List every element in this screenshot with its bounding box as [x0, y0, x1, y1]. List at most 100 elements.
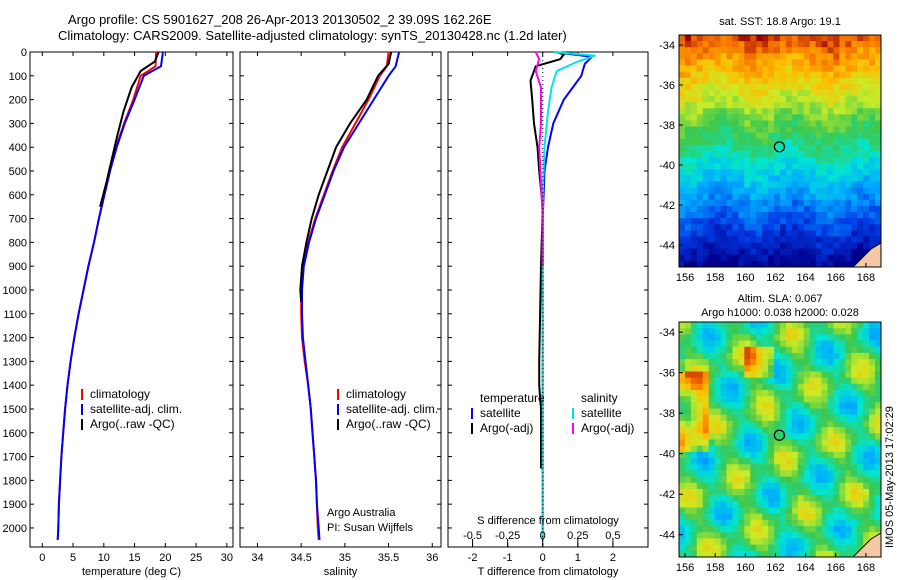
heatmap-cell	[708, 532, 716, 539]
heatmap-cell	[791, 464, 799, 471]
heatmap-cell	[803, 242, 811, 250]
heatmap-cell	[702, 212, 710, 219]
heatmap-cell	[803, 538, 811, 546]
heatmap-cell	[732, 482, 739, 490]
heatmap-cell	[780, 464, 787, 471]
y-tick-label: -34	[659, 327, 675, 339]
heatmap-cell	[774, 322, 781, 329]
heatmap-cell	[845, 439, 852, 447]
heatmap-cell	[750, 371, 757, 379]
heatmap-cell	[690, 212, 698, 219]
heatmap-cell	[732, 538, 739, 546]
heatmap-cell	[762, 35, 769, 42]
heatmap-cell	[690, 224, 698, 231]
heatmap-cell	[750, 35, 757, 42]
heatmap-cell	[714, 402, 721, 409]
heatmap-cell	[869, 445, 876, 453]
heatmap-cell	[869, 519, 876, 527]
heatmap-cell	[744, 488, 751, 496]
heatmap-cell	[714, 550, 721, 558]
heatmap-cell	[869, 470, 876, 477]
heatmap-cell	[708, 89, 716, 97]
x-axis-label: T difference from climatology	[478, 566, 619, 578]
heatmap-cell	[702, 383, 710, 391]
heatmap-cell	[863, 89, 870, 97]
heatmap-cell	[833, 458, 840, 465]
heatmap-cell	[726, 181, 733, 189]
heatmap-cell	[738, 212, 745, 219]
heatmap-cell	[833, 47, 840, 54]
heatmap-cell	[762, 550, 769, 558]
heatmap-cell	[768, 175, 775, 182]
heatmap-cell	[785, 470, 793, 477]
heatmap-cell	[684, 526, 692, 533]
heatmap-cell	[684, 96, 692, 103]
heatmap-cell	[797, 108, 805, 115]
annotation-text: Argo Australia	[327, 507, 396, 519]
heatmap-cell	[768, 402, 775, 409]
heatmap-cell	[762, 377, 769, 385]
heatmap-cell	[756, 108, 763, 115]
legend-label: Argo(..raw -QC)	[346, 417, 431, 431]
heatmap-cell	[744, 108, 751, 115]
legend-label: climatology	[90, 387, 150, 401]
heatmap-cell	[744, 322, 751, 329]
heatmap-cell	[762, 77, 769, 85]
heatmap-cell	[774, 144, 781, 152]
heatmap-cell	[833, 538, 840, 546]
heatmap-cell	[714, 59, 721, 66]
heatmap-cell	[875, 205, 882, 213]
heatmap-cell	[803, 199, 811, 207]
heatmap-cell	[679, 451, 686, 459]
heatmap-cell	[732, 470, 739, 477]
heatmap-cell	[684, 212, 692, 219]
heatmap-cell	[780, 102, 787, 109]
heatmap-cell	[720, 169, 727, 176]
heatmap-cell	[732, 71, 739, 79]
heatmap-cell	[809, 371, 817, 379]
heatmap-cell	[780, 519, 787, 527]
heatmap-cell	[839, 151, 846, 158]
heatmap-cell	[780, 495, 787, 502]
heatmap-cell	[797, 96, 805, 103]
heatmap-cell	[785, 458, 793, 465]
heatmap-cell	[714, 377, 721, 385]
heatmap-cell	[732, 144, 739, 152]
heatmap-cell	[684, 507, 692, 515]
heatmap-cell	[809, 205, 817, 213]
heatmap-cell	[720, 126, 727, 134]
heatmap-cell	[744, 181, 751, 189]
heatmap-cell	[833, 230, 840, 237]
heatmap-cell	[684, 144, 692, 152]
heatmap-cell	[780, 218, 787, 225]
heatmap-cell	[690, 340, 698, 348]
heatmap-cell	[851, 144, 858, 152]
heatmap-cell	[738, 377, 745, 385]
heatmap-cell	[702, 495, 710, 502]
heatmap-cell	[732, 260, 739, 268]
heatmap-cell	[756, 236, 763, 243]
heatmap-cell	[821, 71, 828, 79]
heatmap-cell	[803, 346, 811, 354]
heatmap-cell	[720, 218, 727, 225]
heatmap-cell	[857, 157, 864, 164]
heatmap-cell	[869, 114, 876, 121]
heatmap-cell	[803, 53, 811, 60]
heatmap-cell	[791, 89, 799, 97]
heatmap-cell	[756, 132, 763, 140]
heatmap-cell	[857, 383, 864, 391]
heatmap-cell	[797, 126, 805, 134]
heatmap-cell	[774, 163, 781, 170]
heatmap-cell	[774, 488, 781, 496]
heatmap-cell	[875, 464, 882, 471]
heatmap-cell	[726, 47, 733, 54]
heatmap-cell	[815, 439, 822, 447]
heatmap-cell	[857, 151, 864, 158]
heatmap-cell	[785, 427, 793, 434]
heatmap-cell	[679, 408, 686, 416]
heatmap-cell	[845, 420, 852, 428]
heatmap-cell	[821, 513, 828, 521]
heatmap-cell	[815, 365, 822, 372]
heatmap-cell	[803, 181, 811, 189]
heatmap-cell	[738, 352, 745, 360]
